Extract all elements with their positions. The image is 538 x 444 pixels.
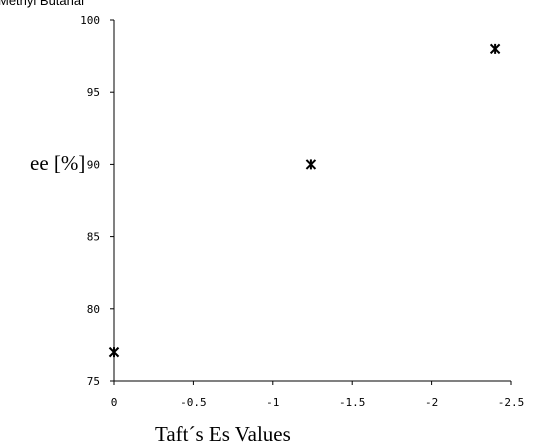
axes: [110, 19, 512, 385]
y-tick-label: 80: [87, 303, 100, 316]
x-tick-label: -2: [425, 396, 438, 409]
x-tick-label: -1.5: [339, 396, 366, 409]
y-tick-label: 85: [87, 231, 100, 244]
tick-labels: 75 80 85 90 95 100 0 -0.5 -1 -1.5 -2 -2.5: [80, 14, 524, 409]
x-axis-title: Taft´s Es Values: [155, 422, 291, 444]
y-tick-label: 95: [87, 86, 100, 99]
data-points: [108, 43, 501, 358]
data-point: [489, 43, 501, 55]
y-tick-label: 75: [87, 375, 100, 388]
x-tick-label: -1: [266, 396, 279, 409]
data-point: [108, 346, 120, 358]
x-tick-label: -2.5: [498, 396, 525, 409]
y-axis-title: ee [%]: [30, 151, 85, 175]
y-tick-label: 90: [87, 158, 100, 171]
x-tick-label: 0: [111, 396, 118, 409]
x-tick-label: -0.5: [180, 396, 207, 409]
data-point: [305, 159, 317, 170]
chart-caption: Methyl Butanal: [0, 0, 84, 8]
y-tick-label: 100: [80, 14, 100, 27]
